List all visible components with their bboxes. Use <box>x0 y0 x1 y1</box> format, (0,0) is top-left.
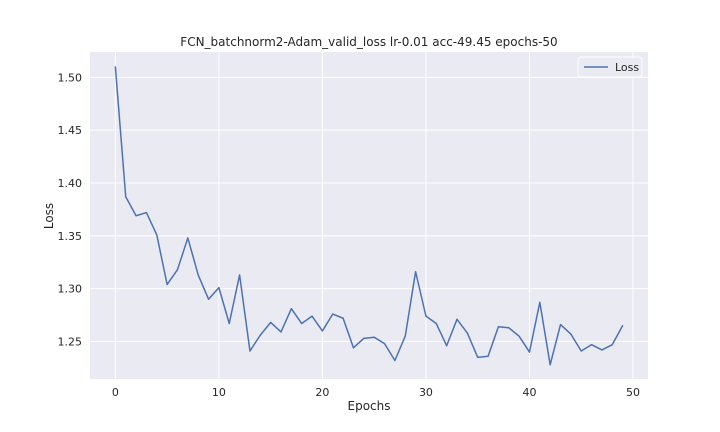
data-point <box>570 333 572 335</box>
data-point <box>622 325 624 327</box>
x-tick-labels: 0 10 20 30 40 50 <box>112 386 640 399</box>
data-point <box>135 215 137 217</box>
data-point <box>363 337 365 339</box>
data-point <box>301 322 303 325</box>
data-point <box>414 271 417 273</box>
data-point <box>446 345 448 347</box>
plot-background <box>90 52 648 379</box>
data-point <box>497 326 500 328</box>
x-tick-label: 20 <box>315 386 329 399</box>
data-point <box>611 344 613 346</box>
series-line-loss <box>114 66 624 366</box>
data-point <box>125 196 127 198</box>
legend: Loss <box>577 56 643 78</box>
data-point <box>394 359 396 362</box>
data-point <box>508 327 510 329</box>
data-point <box>404 335 406 337</box>
legend-label: Loss <box>615 61 639 74</box>
data-point <box>228 322 230 325</box>
data-point <box>166 283 168 286</box>
data-point <box>549 364 551 366</box>
y-tick-label: 1.45 <box>58 124 83 137</box>
data-point <box>539 301 541 304</box>
grid-lines <box>90 52 648 379</box>
data-point <box>332 313 334 315</box>
data-point <box>218 287 220 289</box>
data-point <box>259 334 261 336</box>
chart-title: FCN_batchnorm2-Adam_valid_loss lr-0.01 a… <box>180 35 557 49</box>
data-point <box>559 323 562 326</box>
data-point <box>528 351 531 353</box>
data-point <box>145 211 148 214</box>
data-point <box>352 347 355 349</box>
x-tick-label: 0 <box>112 386 119 399</box>
x-tick-label: 30 <box>419 386 433 399</box>
x-axis-label: Epochs <box>348 399 391 413</box>
data-point <box>518 335 520 337</box>
data-point <box>311 315 313 317</box>
data-point <box>280 331 282 333</box>
y-tick-labels: 1.25 1.30 1.35 1.40 1.45 1.50 <box>58 71 83 348</box>
data-point <box>373 336 375 338</box>
x-tick-label: 40 <box>522 386 536 399</box>
data-point <box>176 269 179 271</box>
data-point <box>590 344 593 346</box>
y-axis-label: Loss <box>42 203 56 229</box>
data-point <box>207 298 210 300</box>
data-point <box>187 237 189 239</box>
data-point <box>114 66 116 68</box>
data-point <box>383 343 386 345</box>
y-tick-label: 1.25 <box>58 335 83 348</box>
data-point <box>580 350 582 352</box>
data-point <box>321 330 324 332</box>
x-tick-label: 50 <box>626 386 640 399</box>
data-point <box>456 318 458 320</box>
data-point <box>156 234 158 236</box>
data-point <box>270 321 272 324</box>
x-tick-label: 10 <box>212 386 226 399</box>
data-point <box>601 349 603 351</box>
data-point <box>197 274 199 276</box>
data-point <box>425 315 427 317</box>
series-layer <box>114 66 624 366</box>
data-point <box>290 308 292 310</box>
data-point <box>342 317 344 319</box>
y-tick-label: 1.30 <box>58 283 83 296</box>
y-tick-label: 1.50 <box>58 71 83 84</box>
data-point <box>249 350 251 352</box>
legend-box <box>577 56 643 78</box>
y-tick-label: 1.35 <box>58 230 83 243</box>
data-point <box>238 274 241 276</box>
data-point <box>466 332 468 334</box>
y-tick-label: 1.40 <box>58 177 83 190</box>
data-point <box>487 355 489 357</box>
data-point <box>477 356 479 358</box>
data-point <box>435 322 437 325</box>
